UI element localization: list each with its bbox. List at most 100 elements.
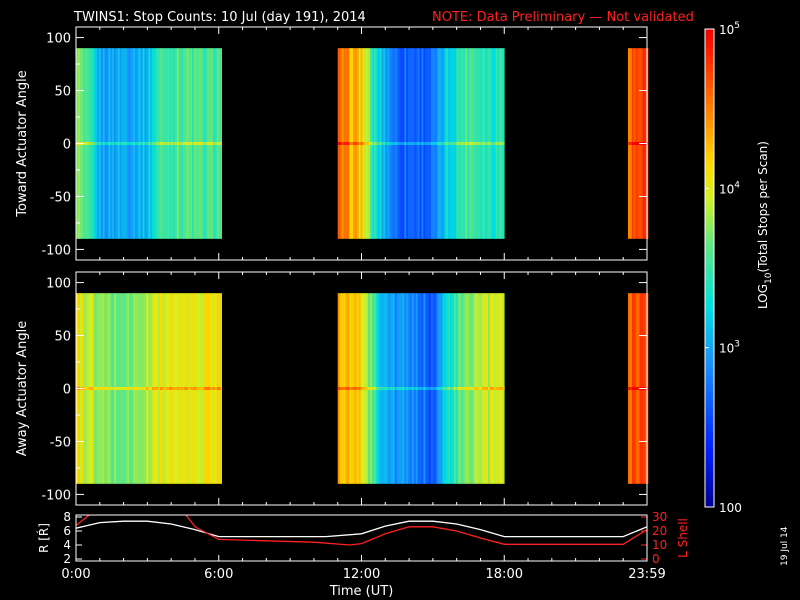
heatmap-midline-cell: [467, 142, 470, 145]
heatmap-midline-cell: [484, 387, 487, 390]
heatmap-midline-cell: [220, 387, 222, 390]
heatmap-midline-cell: [486, 387, 489, 390]
heatmap-midline-cell: [482, 387, 485, 390]
y-tick-label: -100: [41, 243, 71, 258]
heatmap-midline-cell: [423, 142, 426, 145]
heatmap-midline-cell: [440, 387, 443, 390]
heatmap-midline-cell: [159, 387, 162, 390]
heatmap-midline-cell: [394, 142, 398, 145]
heatmap-midline-cell: [341, 142, 344, 145]
heatmap-midline-cell: [469, 387, 472, 390]
heatmap-midline-cell: [161, 387, 164, 390]
colorbar-gradient: [705, 29, 714, 507]
heatmap-midline-cell: [150, 387, 153, 390]
heatmap-midline-cell: [186, 387, 189, 390]
heatmap-midline-cell: [371, 387, 375, 390]
y-axis-label: Toward Actuator Angle: [15, 70, 30, 217]
heatmap-midline-cell: [112, 142, 115, 145]
heatmap-midline-cell: [478, 387, 481, 390]
heatmap-midline-cell: [182, 387, 185, 390]
heatmap-midline-cell: [440, 142, 443, 145]
heatmap-midline-cell: [167, 387, 170, 390]
heatmap-midline-cell: [381, 387, 384, 390]
heatmap-midline-cell: [173, 142, 176, 145]
heatmap-midline-cell: [194, 142, 197, 145]
heatmap-midline-cell: [450, 387, 453, 390]
heatmap-midline-cell: [491, 387, 495, 390]
heatmap-midline-cell: [478, 142, 481, 145]
heatmap-midline-cell: [209, 387, 212, 390]
heatmap-midline-cell: [392, 387, 396, 390]
heatmap-midline-cell: [169, 142, 172, 145]
heatmap-midline-cell: [197, 387, 201, 390]
heatmap-midline-cell: [467, 387, 470, 390]
heatmap-midline-cell: [209, 142, 212, 145]
heatmap-midline-cell: [85, 142, 88, 145]
y-axis-label: Away Actuator Angle: [15, 321, 30, 456]
heatmap-midline-cell: [356, 387, 359, 390]
heatmap-midline-cell: [152, 387, 155, 390]
heatmap-midline-cell: [213, 142, 216, 145]
heatmap-midline-cell: [438, 142, 441, 145]
heatmap-midline-cell: [133, 142, 136, 145]
heatmap-midline-cell: [497, 142, 500, 145]
colorbar-frame: [704, 28, 715, 508]
heatmap-midline-cell: [211, 142, 214, 145]
heatmap-midline-cell: [491, 142, 495, 145]
heatmap-midline-cell: [142, 142, 145, 145]
heatmap-midline-cell: [406, 142, 409, 145]
heatmap-midline-cell: [96, 142, 100, 145]
heatmap-midline-cell: [493, 142, 496, 145]
heatmap-midline-cell: [486, 142, 489, 145]
heatmap-midline-cell: [91, 387, 94, 390]
heatmap-midline-cell: [489, 142, 493, 145]
heatmap-midline-cell: [470, 142, 474, 145]
heatmap-midline-cell: [203, 387, 206, 390]
heatmap-midline-cell: [87, 387, 90, 390]
heatmap-midline-cell: [396, 142, 399, 145]
heatmap-midline-cell: [404, 387, 407, 390]
heatmap-midline-cell: [411, 142, 415, 145]
heatmap-midline-cell: [434, 387, 437, 390]
heatmap-midline-cell: [174, 387, 178, 390]
heatmap-midline-cell: [373, 142, 377, 145]
heatmap-midline-cell: [163, 387, 166, 390]
heatmap-midline-cell: [379, 387, 382, 390]
ephemeris-background: [76, 515, 647, 561]
heatmap-midline-cell: [121, 387, 124, 390]
heatmap-midline-cell: [180, 387, 183, 390]
heatmap-midline-cell: [421, 142, 424, 145]
heatmap-midline-cell: [146, 387, 149, 390]
heatmap-midline-cell: [400, 142, 403, 145]
heatmap-midline-cell: [112, 387, 115, 390]
heatmap-midline-cell: [427, 387, 430, 390]
heatmap-midline-cell: [349, 142, 352, 145]
heatmap-midline-cell: [429, 387, 432, 390]
heatmap-midline-cell: [358, 387, 361, 390]
lshell-axis-label: L Shell: [676, 518, 690, 558]
heatmap-midline-cell: [627, 387, 631, 390]
heatmap-midline-cell: [144, 387, 147, 390]
r-y-tick-label: 6: [63, 524, 71, 538]
heatmap-midline-cell: [83, 142, 86, 145]
heatmap-midline-cell: [192, 142, 195, 145]
heatmap-midline-cell: [339, 142, 342, 145]
heatmap-midline-cell: [161, 142, 164, 145]
away-angle-panel: 100 50 0 -50 -100 Away Actuator Angle: [15, 271, 649, 506]
heatmap-midline-cell: [484, 142, 487, 145]
heatmap-midline-cell: [442, 387, 445, 390]
heatmap-midline-cell: [127, 142, 130, 145]
y-tick-label: 50: [54, 330, 71, 345]
heatmap-midline-cell: [125, 387, 128, 390]
heatmap-midline-cell: [375, 387, 378, 390]
y-tick-label: -50: [50, 435, 71, 450]
heatmap-midline-cell: [476, 387, 479, 390]
y-tick-label: -100: [41, 488, 71, 503]
heatmap-midline-cell: [446, 142, 449, 145]
heatmap-midline-cell: [419, 387, 422, 390]
heatmap-midline-cell: [413, 142, 417, 145]
heatmap-midline-cell: [410, 142, 413, 145]
heatmap-midline-cell: [100, 142, 103, 145]
heatmap-midline-cell: [144, 142, 147, 145]
